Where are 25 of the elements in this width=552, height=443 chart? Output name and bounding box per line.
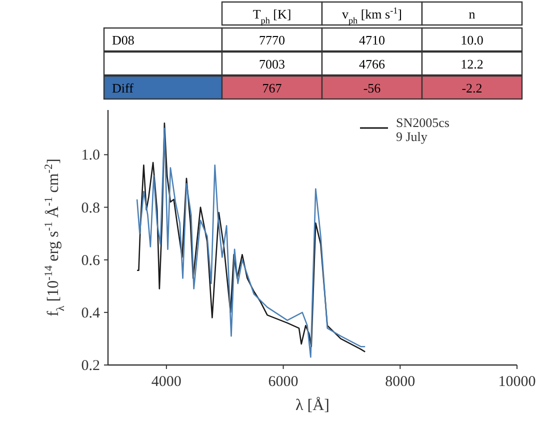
y-tick-label: 0.6 [81, 252, 100, 269]
x-tick-label: 10000 [498, 374, 536, 390]
data-label: 7003 [259, 56, 285, 72]
legend-label: SN2005cs 9 July [396, 115, 450, 144]
y-tick-label: D08 [112, 32, 134, 48]
x-tick-label: 4000 [151, 374, 182, 390]
data-label: 10.0 [460, 32, 484, 48]
y-tick-label: 1.0 [81, 148, 100, 164]
data-label: 7770 [259, 32, 285, 48]
y-tick-label: 0.8 [81, 200, 100, 216]
data-label: -2.2 [462, 80, 482, 96]
data-label: 12.2 [460, 56, 484, 72]
data-label: -56 [363, 80, 382, 96]
x-axis-title: λ [Å] [296, 396, 330, 414]
y-tick-label: Diff [112, 80, 134, 96]
x-tick-label: v$_{ph}$ [km s$^{-1}$] [342, 6, 402, 26]
data-label: 4766 [359, 56, 386, 72]
x-tick-label: 6000 [268, 374, 298, 390]
x-tick-label: 8000 [385, 374, 416, 390]
data-label: 767 [262, 80, 282, 96]
data-label: 4710 [359, 32, 385, 48]
y-tick-label: 0.4 [81, 305, 100, 322]
x-tick-label: n [468, 6, 476, 22]
x-tick-label: T$_{ph}$ [K] [252, 6, 292, 26]
y-tick-label: 0.2 [81, 358, 100, 374]
